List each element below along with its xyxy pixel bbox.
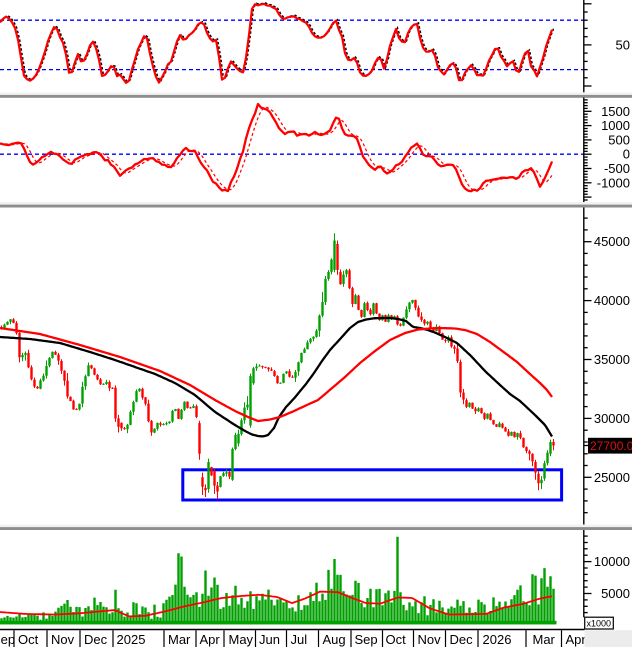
svg-text:500: 500 [608, 132, 630, 147]
svg-text:Oct: Oct [18, 632, 39, 647]
svg-text:x1000: x1000 [587, 618, 612, 628]
svg-text:1500: 1500 [601, 104, 630, 119]
svg-text:1000: 1000 [601, 118, 630, 133]
svg-text:40000: 40000 [594, 293, 630, 308]
svg-text:10000: 10000 [594, 554, 630, 569]
svg-text:Jul: Jul [291, 632, 308, 647]
svg-text:25000: 25000 [594, 470, 630, 485]
svg-text:Aug: Aug [323, 632, 346, 647]
svg-text:Sep: Sep [355, 632, 378, 647]
svg-text:Mar: Mar [168, 632, 191, 647]
svg-text:2026: 2026 [483, 632, 512, 647]
svg-text:Dec: Dec [84, 632, 108, 647]
svg-text:-500: -500 [604, 161, 630, 176]
svg-text:27700.00: 27700.00 [590, 439, 632, 453]
svg-text:Nov: Nov [51, 632, 75, 647]
svg-text:Dec: Dec [450, 632, 474, 647]
svg-text:30000: 30000 [594, 411, 630, 426]
svg-text:May: May [229, 632, 254, 647]
svg-text:35000: 35000 [594, 352, 630, 367]
svg-text:Nov: Nov [418, 632, 442, 647]
svg-text:Jun: Jun [259, 632, 280, 647]
svg-text:50: 50 [616, 37, 630, 52]
svg-text:-1000: -1000 [597, 175, 630, 190]
svg-text:Oct: Oct [386, 632, 407, 647]
svg-text:2025: 2025 [117, 632, 146, 647]
svg-text:45000: 45000 [594, 234, 630, 249]
svg-text:0: 0 [623, 147, 630, 162]
svg-text:Apr: Apr [566, 632, 587, 647]
svg-text:Sep: Sep [0, 632, 15, 647]
svg-text:Apr: Apr [200, 632, 221, 647]
svg-text:5000: 5000 [601, 586, 630, 601]
svg-text:Mar: Mar [533, 632, 556, 647]
